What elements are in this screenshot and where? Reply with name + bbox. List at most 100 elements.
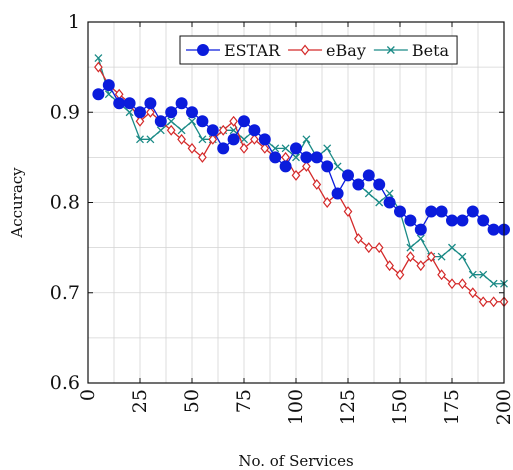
data-point [364,189,373,198]
data-point [125,108,134,117]
data-point [394,205,406,218]
data-point [373,178,386,191]
data-point [458,278,467,290]
data-point [94,54,103,63]
data-point [281,144,290,153]
data-point [218,124,228,136]
grid-lines [88,22,504,383]
data-point [156,126,165,135]
data-point [166,124,176,136]
data-point [310,151,323,164]
x-tick-label: 100 [285,389,307,425]
data-point [479,270,488,279]
data-point [229,115,238,127]
data-point [406,243,415,252]
data-point [260,142,270,154]
data-point [374,242,384,254]
data-point [395,269,405,281]
data-point [385,189,394,198]
series-layer [92,54,510,308]
data-point [404,214,417,227]
data-point [477,214,490,227]
data-point [292,153,300,162]
data-point [322,197,332,208]
data-point [167,117,176,126]
data-point [352,178,365,191]
data-point [239,142,249,154]
data-point [197,44,209,56]
data-point [435,205,448,218]
data-point [447,278,457,290]
legend-label: eBay [326,41,366,60]
data-point [446,214,458,227]
legend-item-beta: Beta [373,41,450,60]
data-point [146,135,155,144]
legend: ESTAR eBay Beta [179,35,458,65]
data-point [300,151,313,164]
data-point [406,251,415,263]
data-point [136,135,144,144]
x-tick-label: 25 [129,389,151,413]
data-point [177,126,186,135]
legend-label: ESTAR [224,41,281,60]
data-point [198,151,207,163]
data-point [323,144,332,153]
data-point [312,178,322,190]
data-point [177,133,186,145]
data-point [113,97,126,110]
data-point [146,106,155,118]
axis-ticks: 0 25 50 75 100 125 150 175 200 0.6 0.7 0.8 0.9 1 [50,11,513,425]
y-tick-label: 1 [68,11,80,33]
data-point [426,251,436,263]
data-point [342,169,354,182]
series-line [97,66,504,303]
y-tick-label: 0.6 [50,372,80,394]
data-point [258,133,271,146]
data-point [458,252,467,261]
data-point [375,198,384,207]
series-estar [92,79,510,236]
data-point [302,135,311,144]
data-point [144,97,157,110]
data-point [489,279,498,288]
data-point [487,223,500,236]
data-point [134,106,146,119]
legend-item-ebay: eBay [288,41,366,60]
data-point [188,117,196,126]
data-point [165,106,178,119]
series-ebay [94,61,509,308]
data-point [94,61,103,73]
x-tick-label: 0 [77,389,99,401]
data-point [123,97,136,110]
data-point [187,142,197,154]
y-tick-label: 0.9 [50,101,80,123]
x-tick-label: 175 [441,389,463,425]
data-point [196,115,209,128]
data-point [386,46,395,54]
data-point [321,160,334,173]
data-point [279,160,292,173]
y-tick-label: 0.8 [50,192,80,214]
data-point [416,260,426,272]
data-point [271,144,280,153]
x-tick-label: 50 [181,389,203,413]
y-tick-label: 0.7 [50,282,80,304]
data-point [154,115,167,128]
data-point [466,205,479,218]
data-point [478,296,488,308]
legend-item-estar: ESTAR [186,41,281,60]
data-point [175,97,188,110]
data-point [208,133,218,145]
data-point [437,252,446,261]
data-point [291,169,301,181]
data-point [302,160,311,172]
data-point [92,88,105,101]
x-tick-label: 200 [493,389,513,425]
x-axis-label: No. of Services [238,452,353,470]
data-point [448,243,456,252]
data-point [217,142,230,155]
data-point [425,205,438,218]
data-point [135,115,145,127]
data-point [468,287,478,299]
